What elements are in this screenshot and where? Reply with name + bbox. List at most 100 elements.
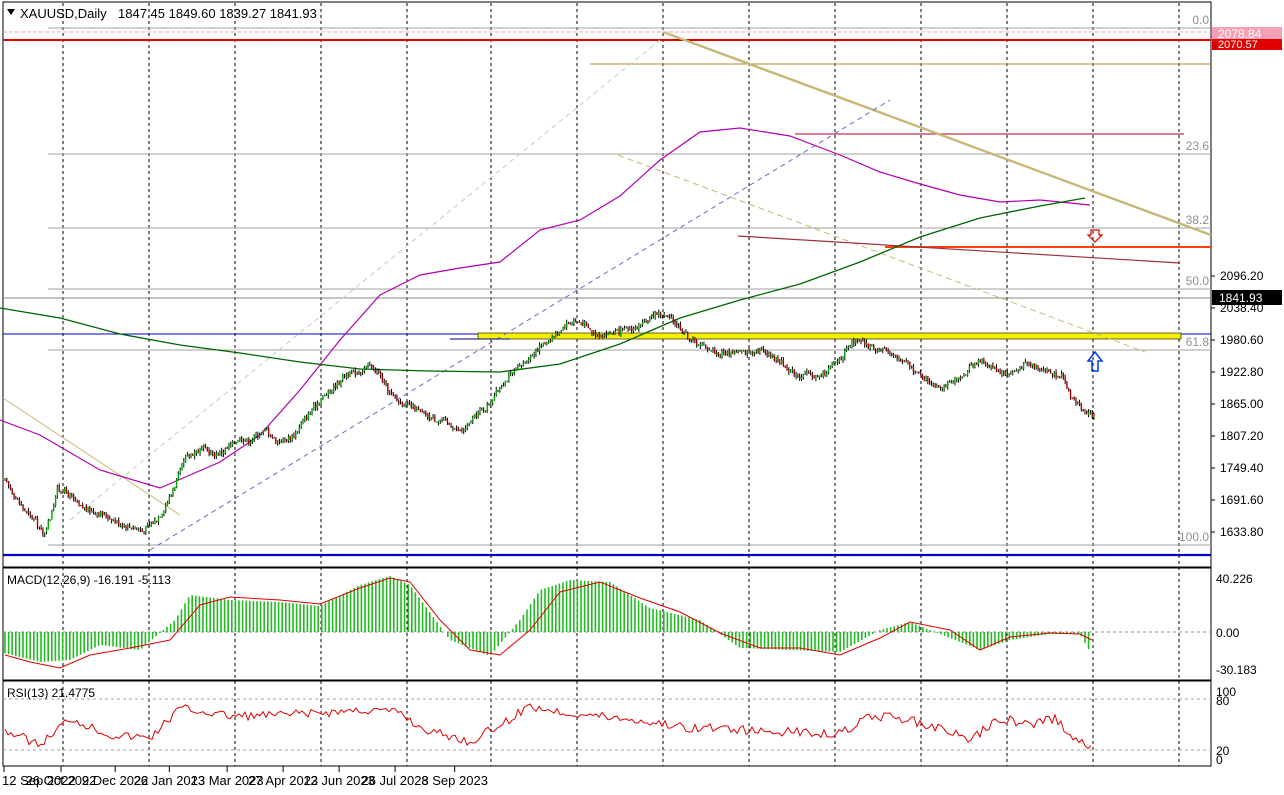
candle-body [798,376,801,379]
candle-body [96,513,98,515]
candle-body [914,371,916,374]
candle-body [674,321,676,324]
candle-body [331,390,333,392]
candle-body [302,420,304,424]
candle-body [322,395,324,399]
candle-body [681,329,683,332]
candle-body [363,368,366,371]
candle-body [16,497,19,500]
candle-body [425,411,427,417]
candle-body [625,327,627,329]
candle-body [1022,362,1025,369]
candle-body [612,332,615,335]
candle-body [1069,390,1072,398]
candle-body [719,355,721,357]
candle-body [741,350,743,352]
candle-body [993,366,996,369]
candle-body [766,352,768,356]
candle-body [540,345,543,347]
candle-body [219,451,221,456]
rsi-panel-frame [2,680,1212,767]
candle-body [829,366,832,368]
candle-body [116,520,118,522]
candle-body [762,348,765,350]
candle-body [574,320,577,322]
price-tick-label: 1807.20 [1220,429,1264,443]
candle-body [150,523,152,526]
candle-body [186,454,189,456]
candle-body [526,362,528,364]
candle-body [661,315,664,317]
candle-body [710,350,712,352]
candle-body [228,445,230,448]
candle-body [768,354,770,356]
candle-body [280,442,283,444]
candle-body [650,314,653,317]
candle-body [565,322,568,328]
candle-body [42,529,44,535]
candle-body [103,513,106,515]
candle-body [251,439,254,442]
candle-body [885,347,888,350]
candle-body [959,377,962,380]
fib-level-label: 23.6 [1186,139,1210,153]
candle-body [298,426,301,432]
candle-body [266,429,268,431]
candle-body [1003,371,1005,375]
descending-trendline [662,30,1212,237]
candle-body [168,496,171,503]
candle-body [376,371,378,373]
candle-body [352,370,355,373]
date-tick-label: 12 Sep 2022 [2,773,76,788]
candle-body [979,359,981,362]
dropdown-triangle-icon[interactable] [7,9,15,15]
candle-body [426,414,429,417]
candle-body [273,437,275,439]
candle-body [748,350,750,353]
candle-body [860,341,862,343]
candle-body [329,390,331,392]
candle-body [901,360,904,362]
candle-body [547,340,550,344]
candle-body [800,377,803,380]
candle-body [392,392,394,395]
candle-body [737,350,739,352]
candle-body [172,489,174,495]
candle-body [632,328,635,332]
candle-body [1008,373,1010,375]
candle-body [177,473,180,480]
candle-body [300,423,302,428]
candle-body [448,422,450,425]
candle-body [437,420,440,423]
candle-body [127,525,129,528]
candle-body [831,363,833,367]
candle-body [166,502,169,506]
candle-body [916,371,918,373]
candle-body [827,367,830,373]
candle-body [1051,373,1054,376]
candle-body [459,430,461,432]
candle-body [524,362,526,364]
candle-body [291,435,293,440]
candle-body [235,442,237,445]
candle-body [1021,367,1023,369]
candle-body [1060,373,1063,378]
candle-body [457,428,460,431]
candle-body [531,355,534,357]
candle-body [533,354,535,356]
current-price-bg [1212,290,1282,305]
fib-level-label: 0.0 [1192,13,1209,27]
candle-body [248,439,250,444]
candle-body [517,367,519,369]
candle-body [817,376,819,378]
candle-body [555,333,557,337]
candle-body [896,354,898,359]
tag-level-label: 2070.57 [1218,39,1258,51]
candle-body [786,365,788,370]
candle-body [742,350,745,352]
candle-body [544,342,546,344]
candle-body [385,380,387,385]
candle-body [1059,377,1061,379]
candle-body [950,381,953,383]
